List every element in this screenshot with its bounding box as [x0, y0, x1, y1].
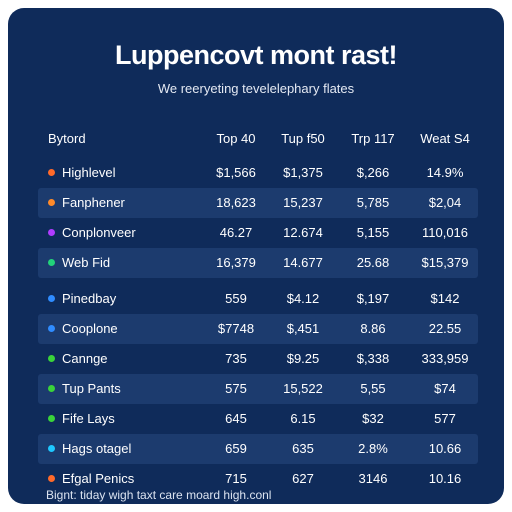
table-cell: 10.66	[428, 441, 462, 456]
row-label: Conplonveer	[62, 225, 136, 240]
table-row: Fife Lays 645 6.15 $32 577	[38, 404, 478, 434]
table-cell: $1,375	[283, 165, 323, 180]
chart-subtitle: We reeryeting tevelelephary flates	[157, 81, 355, 96]
table-cell: 25.68	[356, 255, 390, 270]
table-cell: $,266	[356, 165, 390, 180]
row-color-dot	[48, 199, 55, 206]
table-cell: $4.12	[286, 291, 320, 306]
row-label: Fanphener	[62, 195, 125, 210]
row-color-dot	[48, 445, 55, 452]
table-cell: 627	[292, 471, 314, 486]
table-cell: 575	[225, 381, 247, 396]
row-color-dot	[48, 475, 55, 482]
table-cell: $7748	[217, 321, 255, 336]
data-table: Bytord Top 40 Tup f50 Trp 117 Weat S4 Hi…	[38, 120, 478, 494]
chart-title: Luppencovt mont rast!	[114, 40, 398, 70]
table-cell: 46.27	[219, 225, 253, 240]
row-color-dot	[48, 355, 55, 362]
table-cell: 12.674	[283, 225, 323, 240]
column-header: Top 40	[216, 131, 256, 146]
table-row: Web Fid 16,379 14.677 25.68 $15,379	[38, 248, 478, 278]
footer-note: Bignt: tiday wigh taxt care moard high.c…	[46, 488, 272, 502]
table-row: Cooplone $7748 $,451 8.86 22.55	[38, 314, 478, 344]
row-label: Tup Pants	[62, 381, 121, 396]
table-cell: 577	[434, 411, 456, 426]
table-cell: 715	[225, 471, 247, 486]
table-cell: $9.25	[286, 351, 320, 366]
table-row: Tup Pants 575 15,522 5,55 $74	[38, 374, 478, 404]
row-label: Fife Lays	[62, 411, 115, 426]
row-label: Web Fid	[62, 255, 111, 270]
table-cell: 6.15	[290, 411, 316, 426]
table-cell: 3146	[358, 471, 388, 486]
row-color-dot	[48, 325, 55, 332]
table-cell: 18,623	[216, 195, 256, 210]
table-row: Cannge 735 $9.25 $,338 333,959	[38, 344, 478, 374]
table-cell: 15,522	[283, 381, 323, 396]
summary-card: Luppencovt mont rast! We reeryeting teve…	[8, 8, 504, 504]
table-cell: 110,016	[421, 225, 469, 240]
row-label: Cannge	[62, 351, 108, 366]
table-cell: $,338	[356, 351, 390, 366]
table-cell: 659	[225, 441, 247, 456]
table-cell: 635	[292, 441, 314, 456]
row-color-dot	[48, 229, 55, 236]
table-row: Pinedbay 559 $4.12 $,197 $142	[38, 284, 478, 314]
table-row: Conplonveer 46.27 12.674 5,155 110,016	[38, 218, 478, 248]
table-row: Fanphener 18,623 15,237 5,785 $2,04	[38, 188, 478, 218]
row-label: Cooplone	[62, 321, 118, 336]
table-header: Bytord Top 40 Tup f50 Trp 117 Weat S4	[38, 120, 478, 158]
table-cell: 14.677	[283, 255, 323, 270]
row-label: Highlevel	[62, 165, 116, 180]
row-label: Pinedbay	[62, 291, 117, 306]
row-color-dot	[48, 259, 55, 266]
table-cell: 10.16	[428, 471, 462, 486]
table-cell: 8.86	[360, 321, 386, 336]
table-cell: 14.9%	[426, 165, 464, 180]
row-color-dot	[48, 295, 55, 302]
table-cell: $2,04	[428, 195, 462, 210]
row-label: Hags otagel	[62, 441, 132, 456]
column-header: Tup f50	[281, 131, 325, 146]
table-cell: $,197	[356, 291, 390, 306]
column-header: Bytord	[48, 131, 86, 146]
row-color-dot	[48, 385, 55, 392]
table-cell: $,451	[286, 321, 320, 336]
table-cell: $142	[430, 291, 460, 306]
table-cell: 5,785	[356, 195, 390, 210]
table-cell: 2.8%	[358, 441, 388, 456]
column-header: Weat S4	[420, 131, 470, 146]
row-color-dot	[48, 415, 55, 422]
table-body: Highlevel $1,566 $1,375 $,266 14.9% Fanphener…	[38, 158, 478, 494]
table-cell: 735	[225, 351, 247, 366]
table-cell: 5,55	[360, 381, 386, 396]
table-cell: 5,155	[356, 225, 390, 240]
table-row: Efgal Penics 715 627 3146 10.16	[38, 464, 478, 494]
table-cell: $1,566	[216, 165, 256, 180]
table-cell: 559	[225, 291, 247, 306]
column-header: Trp 117	[351, 131, 395, 146]
table-cell: $74	[434, 381, 456, 396]
table-cell: $32	[362, 411, 384, 426]
table-row: Highlevel $1,566 $1,375 $,266 14.9%	[38, 158, 478, 188]
table-cell: 333,959	[421, 351, 469, 366]
table-cell: $15,379	[421, 255, 469, 270]
table-cell: 645	[225, 411, 247, 426]
table-cell: 22.55	[428, 321, 462, 336]
row-label: Efgal Penics	[62, 471, 135, 486]
table-cell: 16,379	[216, 255, 256, 270]
table-row: Hags otagel 659 635 2.8% 10.66	[38, 434, 478, 464]
table-cell: 15,237	[283, 195, 323, 210]
row-color-dot	[48, 169, 55, 176]
